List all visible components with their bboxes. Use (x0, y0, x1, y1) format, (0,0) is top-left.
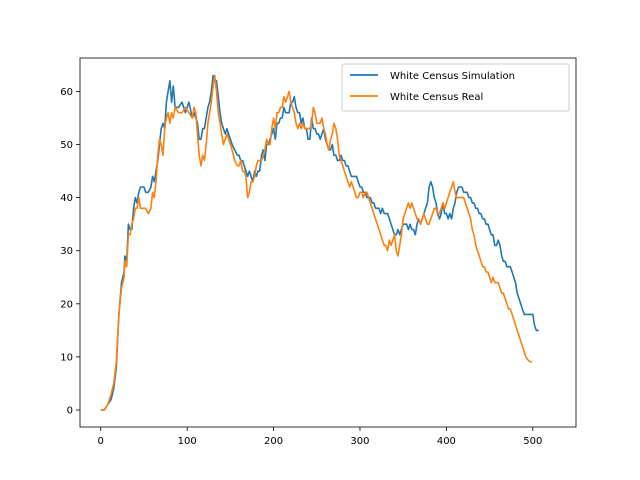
series-line-simulation (100, 74, 539, 411)
legend-label-simulation: White Census Simulation (390, 71, 515, 82)
x-tick-label: 200 (264, 436, 283, 447)
legend-label-real: White Census Real (390, 92, 483, 103)
x-tick-label: 300 (350, 436, 369, 447)
x-tick-label: 400 (437, 436, 456, 447)
series-line-real (100, 74, 533, 411)
legend: White Census Simulation White Census Rea… (341, 63, 570, 112)
x-tick-label: 500 (523, 436, 542, 447)
y-axis: 0 10 20 30 40 50 60 (60, 87, 80, 417)
x-tick-label: 100 (178, 436, 197, 447)
y-tick-label: 60 (60, 87, 73, 98)
y-tick-label: 0 (67, 406, 73, 417)
legend-box (341, 63, 570, 112)
y-tick-label: 20 (60, 299, 73, 310)
x-axis: 0 100 200 300 400 500 (98, 427, 542, 447)
y-tick-label: 10 (60, 352, 73, 363)
series-layer (100, 74, 539, 411)
y-tick-label: 30 (60, 246, 73, 257)
y-tick-label: 40 (60, 193, 73, 204)
x-tick-label: 0 (98, 436, 104, 447)
y-tick-label: 50 (60, 140, 73, 151)
plot-frame (79, 57, 577, 428)
